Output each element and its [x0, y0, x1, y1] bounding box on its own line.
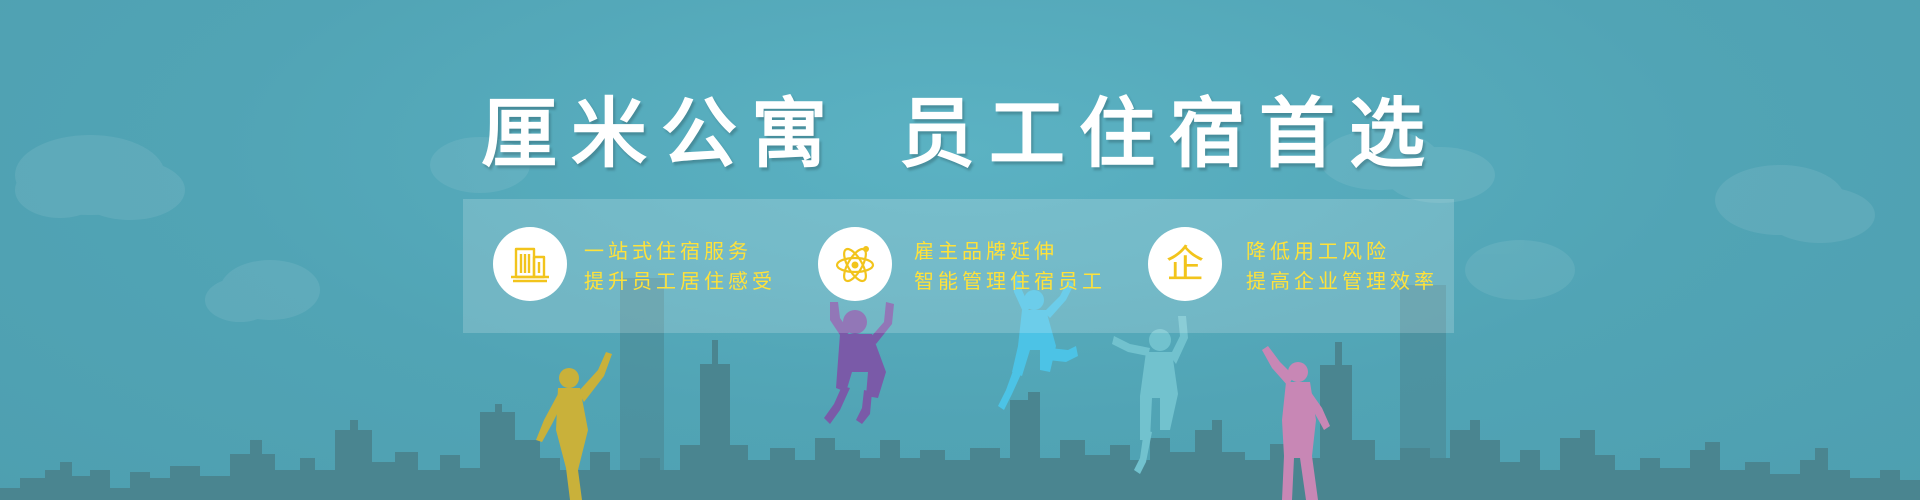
slogan: 员工住宿首选	[899, 89, 1439, 178]
cloud-group	[15, 130, 1875, 322]
feature-line-2: 智能管理住宿员工	[914, 269, 1106, 293]
skyline-silhouette	[0, 340, 1920, 500]
feature-line-1: 降低用工风险	[1246, 239, 1390, 263]
feature-icon-circle: 企	[1148, 227, 1222, 301]
jumping-person-purple	[824, 302, 894, 424]
feature-line-2: 提升员工居住感受	[584, 269, 776, 293]
feature-text: 雇主品牌延伸 智能管理住宿员工	[914, 236, 1106, 296]
feature-icon-circle	[493, 227, 567, 301]
jumping-person-pink	[1262, 346, 1330, 500]
page-title: 厘米公寓 员工住宿首选	[0, 72, 1920, 182]
feature-line-2: 提高企业管理效率	[1246, 269, 1438, 293]
jumping-person-blue	[998, 276, 1078, 410]
atom-icon	[835, 246, 875, 283]
brand-name: 厘米公寓	[481, 89, 841, 178]
feature-line-1: 一站式住宿服务	[584, 239, 752, 263]
jumping-person-yellow	[536, 352, 612, 500]
building-icon	[511, 247, 549, 283]
feature-text: 一站式住宿服务 提升员工居住感受	[584, 236, 776, 296]
feature-text: 降低用工风险 提高企业管理效率	[1246, 236, 1438, 296]
feature-icon-circle	[818, 227, 892, 301]
feature-line-1: 雇主品牌延伸	[914, 239, 1058, 263]
enterprise-character-icon: 企	[1165, 242, 1204, 286]
jumping-person-teal	[1112, 316, 1188, 474]
feature-panel: 一站式住宿服务 提升员工居住感受 雇主品牌延伸 智能管理住宿员工	[463, 199, 1454, 333]
